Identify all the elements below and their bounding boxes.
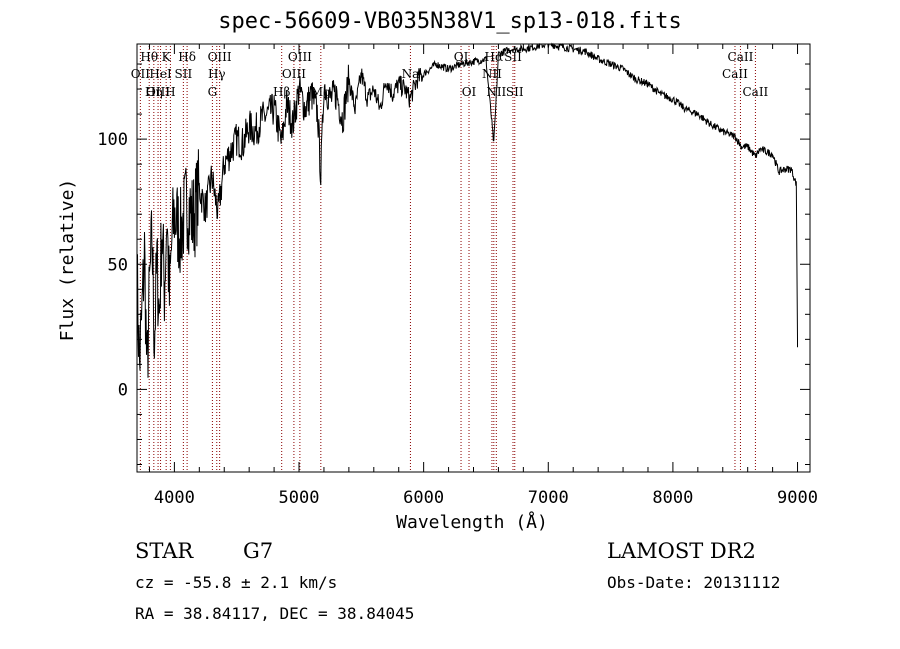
- line-marker-label: Na: [402, 67, 420, 81]
- line-marker-label: Hβ: [273, 85, 290, 99]
- line-marker-label: H: [165, 85, 175, 99]
- chart-title: spec-56609-VB035N38V1_sp13-018.fits: [218, 9, 682, 34]
- x-axis-label: Wavelength (Å): [396, 511, 548, 533]
- x-tick-label: 6000: [403, 488, 444, 508]
- x-tick-label: 8000: [652, 488, 693, 508]
- line-marker-label: OIII: [282, 67, 306, 81]
- line-marker-label: CaII: [722, 67, 748, 81]
- x-tick-label: 5000: [279, 488, 320, 508]
- object-subclass: G7: [243, 539, 274, 563]
- line-marker-label: OIII: [288, 50, 312, 64]
- survey-name: LAMOST DR2: [607, 539, 756, 563]
- redshift-text: cz = -55.8 ± 2.1 km/s: [135, 573, 338, 592]
- line-marker-label: OI: [454, 50, 469, 64]
- object-class: STAR: [135, 539, 194, 563]
- line-marker-label: Hθ: [140, 50, 158, 64]
- line-marker-label: K: [162, 50, 172, 64]
- spectrum-line: [136, 42, 798, 378]
- line-marker-label: OI: [462, 85, 477, 99]
- y-tick-label: 0: [118, 380, 128, 400]
- axis-ticks: [137, 44, 810, 472]
- line-marker-label: NII: [482, 67, 502, 81]
- coordinates-text: RA = 38.84117, DEC = 38.84045: [135, 604, 415, 623]
- y-tick-label: 100: [97, 130, 128, 150]
- line-marker-label: Hα: [485, 50, 504, 64]
- y-axis-label: Flux (relative): [57, 179, 78, 342]
- plot-frame: [136, 43, 811, 473]
- line-marker-label: OII: [131, 67, 151, 81]
- line-marker-label: Hη: [145, 85, 163, 99]
- line-marker-label: SII: [504, 50, 522, 64]
- line-marker-label: HeI: [149, 67, 172, 81]
- line-marker-label: OIII: [146, 85, 170, 99]
- y-tick-label: 50: [108, 255, 128, 275]
- line-markers: [139, 46, 756, 472]
- line-marker-label: CaII: [728, 50, 754, 64]
- line-marker-label: G: [208, 85, 218, 99]
- observation-date: Obs-Date: 20131112: [607, 573, 781, 592]
- tick-labels: 4000 5000 6000 7000 8000 9000 0 50 100: [97, 130, 818, 508]
- line-marker-label: SII: [175, 67, 193, 81]
- line-marker-label: Hδ: [178, 50, 196, 64]
- line-marker-label: Hγ: [208, 67, 226, 81]
- line-marker-label: OIII: [208, 50, 232, 64]
- x-tick-label: 9000: [777, 488, 818, 508]
- x-tick-label: 7000: [528, 488, 569, 508]
- line-marker-label: CaII: [742, 85, 768, 99]
- line-marker-label: SII: [506, 85, 524, 99]
- x-tick-label: 4000: [154, 488, 195, 508]
